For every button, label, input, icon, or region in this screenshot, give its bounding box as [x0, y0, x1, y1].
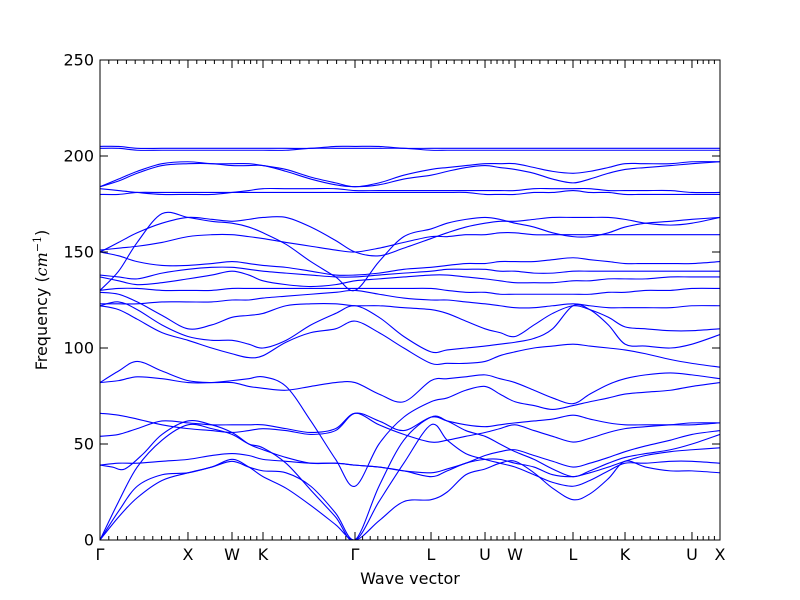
band-line-12	[100, 291, 720, 338]
band-lines	[100, 145, 720, 540]
x-tick-label: L	[569, 545, 578, 564]
y-axis-label-unit: cm	[32, 252, 51, 276]
axis-ticks	[99, 59, 721, 541]
x-tick-label: Γ	[351, 545, 360, 564]
y-tick-label: 150	[63, 243, 94, 262]
x-tick-label: X	[715, 545, 726, 564]
band-line-24	[100, 161, 720, 188]
band-line-15	[100, 270, 720, 288]
x-tick-label: K	[620, 545, 631, 564]
y-axis-label-exponent: −1	[31, 236, 44, 252]
x-tick-label: U	[686, 545, 698, 564]
band-line-2	[100, 423, 720, 540]
band-line-17	[100, 251, 720, 276]
band-line-5	[100, 430, 720, 474]
y-tick-label: 0	[84, 531, 94, 550]
band-line-22	[100, 187, 720, 196]
x-tick-label: W	[224, 545, 240, 564]
band-line-10	[100, 305, 720, 368]
band-line-14	[100, 287, 720, 295]
band-line-18	[100, 232, 720, 253]
band-line-25	[100, 147, 720, 151]
plot-frame	[99, 59, 721, 541]
x-tick-label: K	[258, 545, 269, 564]
band-line-11	[100, 301, 720, 354]
band-line-9	[100, 360, 720, 405]
band-line-21	[100, 190, 720, 196]
band-line-7	[100, 412, 720, 435]
band-line-19	[100, 211, 720, 292]
x-tick-label: Γ	[96, 545, 105, 564]
x-axis-label: Wave vector	[360, 569, 460, 588]
x-tick-label: L	[427, 545, 436, 564]
band-line-6	[100, 412, 720, 443]
y-tick-labels: 0 50 100 150 200 250	[63, 51, 94, 550]
y-tick-label: 200	[63, 147, 94, 166]
y-axis-label-text: Frequency (	[32, 276, 51, 370]
y-tick-label: 250	[63, 51, 94, 70]
y-tick-label: 100	[63, 339, 94, 358]
y-axis-label-close: )	[32, 230, 51, 236]
plot-area	[100, 60, 720, 540]
x-tick-label: W	[507, 545, 523, 564]
band-line-13	[100, 289, 720, 309]
band-line-4	[100, 420, 720, 478]
x-tick-label: X	[182, 545, 193, 564]
y-axis-label: Frequency (cm−1)	[31, 230, 52, 371]
x-tick-label: U	[479, 545, 491, 564]
band-line-16	[100, 266, 720, 280]
y-tick-label: 50	[74, 435, 94, 454]
band-line-26	[100, 145, 720, 150]
band-line-20	[100, 216, 720, 257]
